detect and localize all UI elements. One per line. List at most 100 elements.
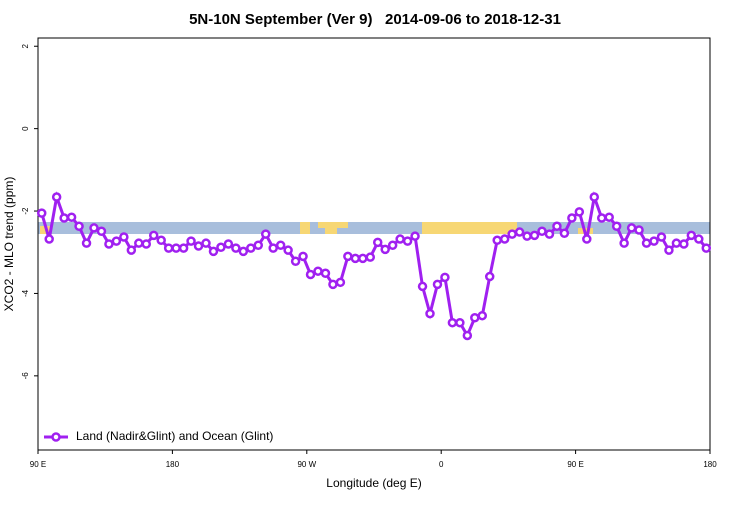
land-band <box>40 226 50 234</box>
point <box>522 231 532 241</box>
point <box>365 252 376 262</box>
point <box>484 271 495 282</box>
point <box>544 229 555 239</box>
point <box>134 238 144 248</box>
point <box>298 251 308 262</box>
point <box>178 243 189 253</box>
point <box>260 229 271 239</box>
point <box>171 243 181 253</box>
point <box>156 235 166 246</box>
point <box>455 317 465 328</box>
x-tick-label: 0 <box>439 460 444 469</box>
point <box>664 245 674 255</box>
point <box>611 221 622 232</box>
point <box>44 234 54 244</box>
point <box>126 245 137 255</box>
point <box>425 308 435 319</box>
point <box>275 240 286 250</box>
point <box>231 243 241 253</box>
point <box>208 246 219 257</box>
point <box>141 239 152 249</box>
point <box>59 213 69 223</box>
point <box>582 234 592 244</box>
x-tick-label: 90 W <box>297 460 316 469</box>
point <box>305 269 316 280</box>
point <box>51 192 62 202</box>
y-tick-label: 0 <box>21 126 30 131</box>
point <box>380 244 390 255</box>
point <box>686 230 697 241</box>
point <box>626 223 637 233</box>
y-tick-label: 2 <box>21 43 30 48</box>
point <box>440 272 450 283</box>
point <box>372 237 383 248</box>
point <box>395 234 405 244</box>
point <box>589 192 600 202</box>
point <box>290 256 301 267</box>
point <box>163 243 174 253</box>
plot-frame <box>37 37 711 451</box>
point <box>567 213 577 223</box>
point <box>641 238 652 248</box>
x-tick-label: 180 <box>166 460 180 469</box>
point <box>193 241 204 251</box>
point <box>574 207 585 217</box>
land-band <box>300 222 310 234</box>
point <box>604 212 614 222</box>
point <box>656 232 667 242</box>
point <box>649 236 659 246</box>
point <box>499 234 510 244</box>
legend-marker <box>51 432 61 442</box>
point <box>74 221 84 232</box>
point <box>671 238 682 248</box>
point <box>596 213 607 223</box>
point <box>186 236 196 246</box>
point <box>619 238 629 248</box>
point <box>283 245 293 255</box>
land-band <box>318 222 348 228</box>
point <box>343 251 353 262</box>
point <box>328 279 338 290</box>
land-band <box>422 222 517 234</box>
point <box>358 253 368 264</box>
point <box>223 239 234 249</box>
y-tick-label: -2 <box>21 207 30 215</box>
point <box>313 266 323 276</box>
surface-band <box>38 222 710 234</box>
point <box>402 236 413 246</box>
point <box>552 221 562 232</box>
point <box>238 246 249 257</box>
point <box>559 228 570 239</box>
point <box>701 243 712 253</box>
point <box>529 230 540 241</box>
point <box>96 226 107 236</box>
point <box>679 239 689 249</box>
point <box>89 223 99 233</box>
point <box>470 312 480 323</box>
point <box>335 277 346 288</box>
point <box>694 234 704 244</box>
point <box>216 242 226 253</box>
point <box>81 238 92 248</box>
point <box>634 225 644 235</box>
x-axis-title: Longitude (deg E) <box>326 476 421 490</box>
point <box>492 235 502 246</box>
x-tick-label: 90 E <box>567 460 583 469</box>
point <box>514 227 525 237</box>
chart-title: 5N-10N September (Ver 9) 2014-09-06 to 2… <box>189 11 561 28</box>
point <box>417 281 428 292</box>
land-band <box>325 228 337 234</box>
point <box>410 231 420 241</box>
point <box>387 240 398 250</box>
point <box>253 240 264 250</box>
point <box>66 212 77 222</box>
ocean-band <box>38 222 710 234</box>
x-tick-label: 180 <box>703 460 717 469</box>
legend-label: Land (Nadir&Glint) and Ocean (Glint) <box>76 429 273 443</box>
point <box>432 279 443 290</box>
x-tick-label: 90 E <box>30 460 46 469</box>
point <box>268 243 278 253</box>
point <box>507 229 517 239</box>
